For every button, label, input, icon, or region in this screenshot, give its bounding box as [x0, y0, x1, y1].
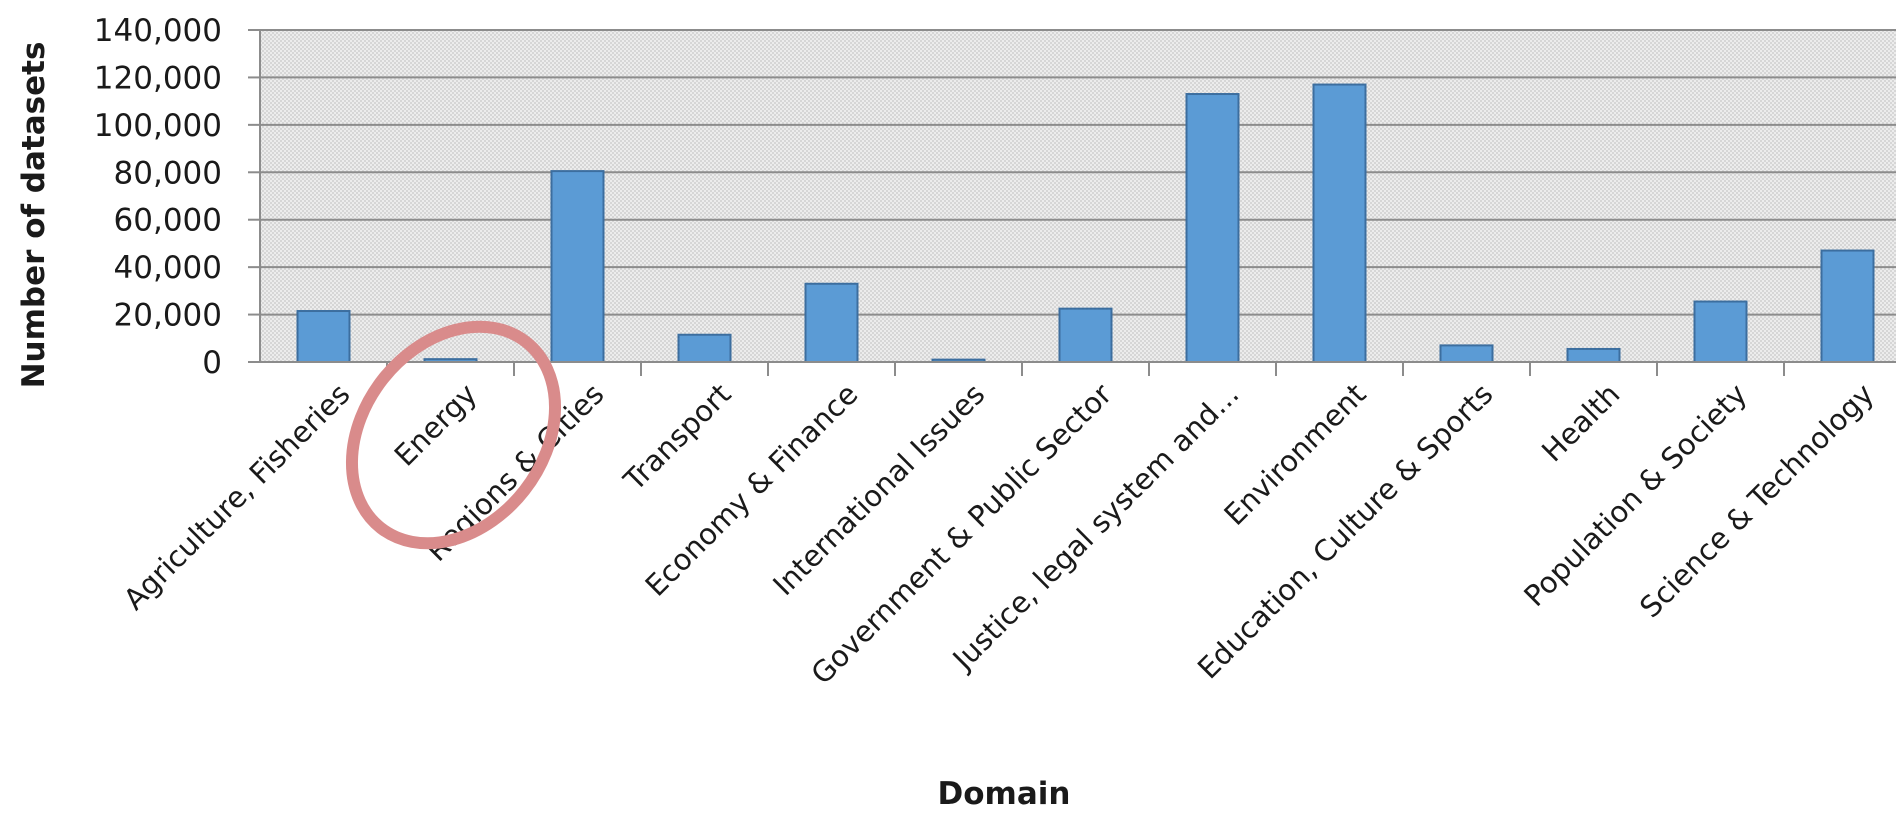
x-tick-label: Health: [1535, 377, 1626, 468]
bars: [296, 83, 1875, 364]
bar: [550, 170, 605, 363]
bar: [1058, 307, 1113, 363]
bar: [1820, 249, 1875, 364]
gridlines: [260, 29, 1896, 316]
x-tick-label: Energy: [388, 377, 484, 473]
x-tick-label: Science & Technology: [1633, 377, 1880, 624]
y-tick-label: 80,000: [114, 155, 222, 191]
plot-area: [260, 30, 1896, 362]
x-tick-label: International Issues: [766, 377, 991, 602]
bar: [1566, 347, 1621, 364]
x-tick-label: Agriculture, Fisheries: [117, 377, 357, 617]
y-tick-label: 20,000: [114, 298, 222, 334]
x-axis: [259, 30, 1896, 376]
bar: [1439, 344, 1494, 363]
bar: [677, 333, 732, 364]
y-axis-title: Number of datasets: [16, 42, 52, 389]
y-tick-label: 120,000: [94, 60, 222, 96]
y-axis-ticks: 0 20,000 40,000 60,000 80,000 100,000 120,000 1…: [94, 13, 260, 381]
y-tick-label: 100,000: [94, 108, 222, 144]
y-tick-label: 40,000: [114, 250, 222, 286]
x-axis-title: Domain: [938, 776, 1071, 812]
highlight-annotation: [345, 320, 562, 550]
x-tick-label: Population & Society: [1517, 377, 1753, 613]
bar: [296, 310, 351, 363]
highlight-circle: [345, 320, 562, 550]
bar: [1185, 93, 1240, 364]
x-tick-label: Economy & Finance: [638, 377, 864, 603]
y-tick-label: 0: [202, 345, 222, 381]
y-tick-label: 60,000: [114, 203, 222, 239]
bar: [1693, 300, 1748, 363]
y-tick-label: 140,000: [94, 13, 222, 49]
bar: [1312, 83, 1367, 364]
bar: [804, 282, 859, 363]
x-tick-label: Transport: [616, 377, 737, 498]
